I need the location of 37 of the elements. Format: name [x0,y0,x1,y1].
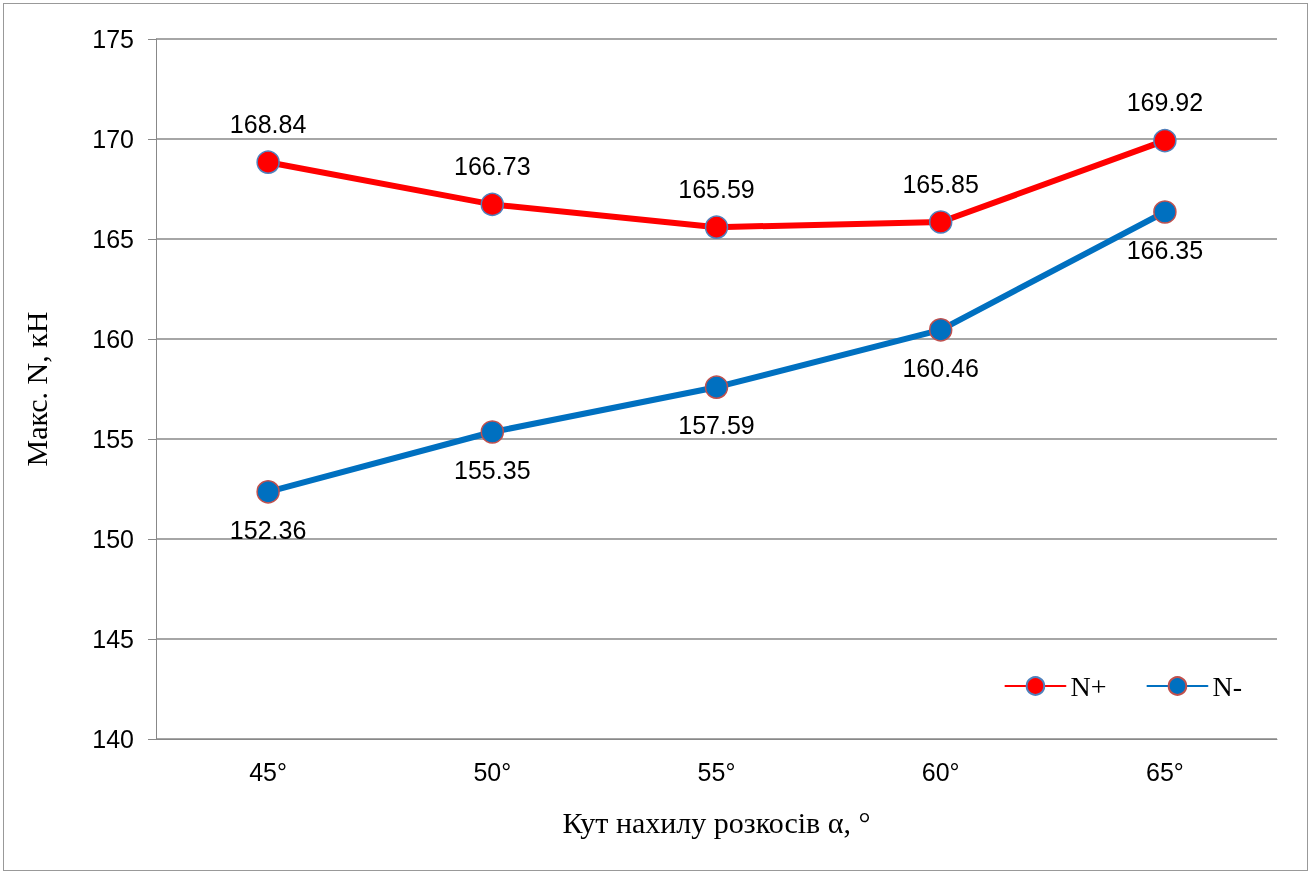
y-tick-label: 155 [92,425,134,453]
y-tick-label: 165 [92,225,134,253]
point [704,215,729,239]
data-label: 155.35 [454,456,531,485]
y-tick-label: 175 [92,25,134,53]
point [1153,128,1177,153]
data-label: 160.46 [902,354,979,383]
x-axis-title: Кут нахилу розкосів α, ° [562,805,871,839]
y-tick-label: 145 [92,625,134,653]
x-tick-label: 55° [697,757,736,786]
y-tick-label: 170 [92,125,134,153]
x-tick-label: 50° [473,757,512,786]
y-tick-label: 140 [92,725,134,753]
point [256,150,280,174]
y-tick-label: 160 [92,325,134,353]
data-label: 152.36 [229,516,307,545]
data-label: 168.84 [229,109,307,138]
point [256,480,280,504]
data-label: 165.59 [678,174,755,203]
data-label: 165.85 [902,169,979,198]
point [480,420,505,444]
point [1153,200,1177,224]
point [480,192,505,217]
data-label: 166.35 [1126,236,1204,265]
legend-label: N- [1212,670,1242,702]
y-tick-label: 150 [92,525,134,553]
point [928,318,953,342]
x-tick-label: 65° [1145,757,1184,786]
point [704,375,729,399]
data-label: 166.73 [454,152,531,181]
data-label: 157.59 [678,411,755,440]
x-tick-label: 60° [921,757,960,786]
legend-label: N+ [1070,670,1107,702]
data-label: 169.92 [1126,88,1204,117]
x-tick-label: 45° [249,757,288,786]
y-axis-title: Макс. N, кН [19,311,53,467]
point [928,210,953,234]
